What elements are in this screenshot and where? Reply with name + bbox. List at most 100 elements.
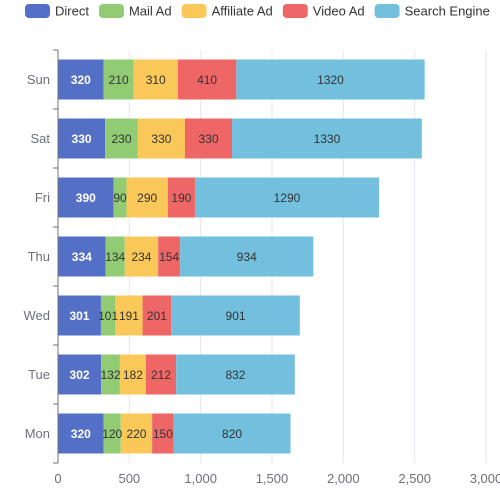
bar-segment[interactable]: [124, 236, 159, 277]
bar-segment[interactable]: [145, 354, 177, 395]
data-label: 154: [159, 250, 179, 264]
bar-segment[interactable]: [58, 177, 114, 218]
bar-segment[interactable]: [115, 295, 143, 336]
data-label: 191: [119, 309, 139, 323]
legend: Direct Mail Ad Affiliate Ad Video Ad Search …: [25, 4, 490, 19]
bar-segment[interactable]: [137, 118, 185, 159]
bar-segment[interactable]: [100, 295, 116, 336]
bar-segment[interactable]: [232, 118, 422, 159]
legend-label: Video Ad: [313, 4, 365, 19]
data-label: 302: [70, 368, 90, 382]
data-label: 120: [102, 427, 122, 441]
bar-segment[interactable]: [58, 295, 101, 336]
bar-segment[interactable]: [119, 354, 146, 395]
x-tick-label: 1,500: [256, 471, 289, 486]
bar-segment[interactable]: [194, 177, 379, 218]
y-tick-label: Wed: [24, 308, 51, 323]
data-label: 220: [126, 427, 146, 441]
bar-segment[interactable]: [113, 177, 127, 218]
bar-segment[interactable]: [58, 118, 106, 159]
data-label: 390: [76, 191, 96, 205]
data-label: 1290: [274, 191, 301, 205]
bar-segment[interactable]: [133, 59, 178, 100]
bar-segment[interactable]: [103, 59, 134, 100]
bar-segment[interactable]: [126, 177, 168, 218]
data-label: 101: [98, 309, 118, 323]
data-label: 334: [72, 250, 92, 264]
bar-segment[interactable]: [58, 236, 106, 277]
y-tick-label: Thu: [28, 249, 50, 264]
data-label: 201: [147, 309, 167, 323]
data-label: 210: [109, 73, 129, 87]
bar-segment[interactable]: [152, 413, 174, 454]
y-axis: Mon Tue Wed Thu Fri Sat Sun: [24, 49, 59, 464]
legend-item[interactable]: Search Engine: [374, 4, 490, 19]
data-label: 310: [146, 73, 166, 87]
data-label: 90: [113, 191, 127, 205]
x-tick-label: 2,500: [398, 471, 431, 486]
y-tick-label: Mon: [25, 426, 50, 441]
bar-segment[interactable]: [177, 59, 237, 100]
legend-swatch: [98, 4, 124, 18]
data-label: 320: [71, 427, 91, 441]
data-label: 134: [105, 250, 125, 264]
bar-segment[interactable]: [58, 413, 104, 454]
bar-segment[interactable]: [58, 59, 104, 100]
data-label: 150: [153, 427, 173, 441]
legend-label: Mail Ad: [129, 4, 172, 19]
data-label: 934: [237, 250, 257, 264]
data-label: 182: [123, 368, 143, 382]
legend-swatch: [25, 4, 50, 18]
x-axis: 0 500 1,000 1,500 2,000 2,500 3,000: [54, 471, 500, 486]
legend-label: Direct: [55, 4, 89, 19]
data-label: 290: [137, 191, 157, 205]
data-label: 820: [222, 427, 242, 441]
x-tick-label: 1,000: [184, 471, 217, 486]
data-label: 832: [225, 368, 245, 382]
y-tick-label: Tue: [28, 367, 50, 382]
bar-segment[interactable]: [176, 354, 295, 395]
legend-item[interactable]: Direct: [25, 4, 89, 19]
data-label: 1320: [317, 73, 344, 87]
bars: [58, 59, 425, 454]
x-tick-label: 0: [54, 471, 61, 486]
legend-label: Affiliate Ad: [212, 4, 273, 19]
bar-segment[interactable]: [184, 118, 233, 159]
bar-segment[interactable]: [180, 236, 314, 277]
bar-segment[interactable]: [105, 236, 125, 277]
data-label: 330: [198, 132, 218, 146]
bar-segment[interactable]: [173, 413, 291, 454]
y-tick-label: Sat: [30, 131, 50, 146]
bar-segment[interactable]: [58, 354, 102, 395]
bar-segment[interactable]: [142, 295, 172, 336]
bar-segment[interactable]: [236, 59, 425, 100]
data-label: 132: [100, 368, 120, 382]
bar-segment[interactable]: [120, 413, 153, 454]
bar-segment[interactable]: [101, 354, 120, 395]
data-label: 212: [151, 368, 171, 382]
legend-label: Search Engine: [405, 4, 490, 19]
legend-item[interactable]: Video Ad: [282, 4, 365, 19]
legend-item[interactable]: Mail Ad: [98, 4, 172, 19]
bar-segment[interactable]: [167, 177, 195, 218]
data-label: 190: [171, 191, 191, 205]
data-label: 330: [72, 132, 92, 146]
data-label: 320: [71, 73, 91, 87]
x-tick-label: 500: [118, 471, 140, 486]
bar-segment[interactable]: [171, 295, 300, 336]
legend-swatch: [282, 4, 308, 18]
bar-segment[interactable]: [158, 236, 181, 277]
y-tick-label: Fri: [35, 190, 50, 205]
data-labels: 320 120 220 150 820 302 132 182 212 832 301 101 191 2…: [69, 73, 344, 441]
legend-swatch: [181, 4, 207, 18]
y-tick-label: Sun: [27, 72, 50, 87]
legend-item[interactable]: Affiliate Ad: [181, 4, 273, 19]
data-label: 230: [111, 132, 131, 146]
bar-segment[interactable]: [103, 413, 121, 454]
x-tick-label: 3,000: [470, 471, 500, 486]
data-label: 301: [69, 309, 89, 323]
data-label: 1330: [314, 132, 341, 146]
data-label: 330: [151, 132, 171, 146]
bar-segment[interactable]: [105, 118, 138, 159]
